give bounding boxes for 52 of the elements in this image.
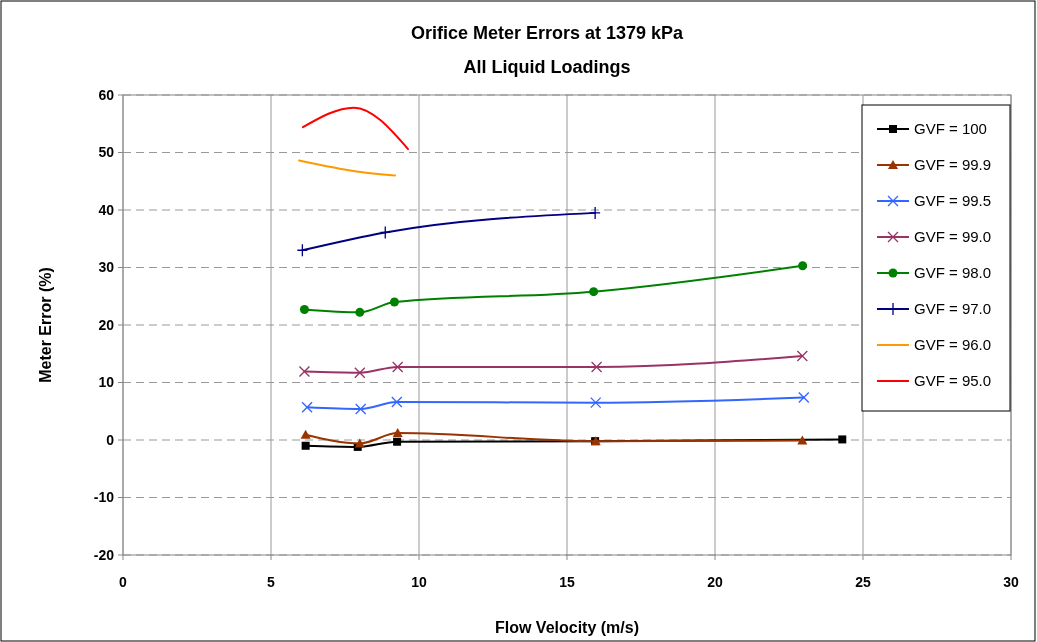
legend-label: GVF = 99.0 xyxy=(914,228,992,246)
y-tick-label: 20 xyxy=(98,316,115,333)
y-axis-title: Meter Error (%) xyxy=(37,267,54,383)
point xyxy=(379,225,391,240)
legend-label: GVF = 98.0 xyxy=(914,264,992,282)
point xyxy=(798,391,810,404)
y-tick-label: -10 xyxy=(93,489,115,506)
x-tick-label: 20 xyxy=(707,574,723,590)
y-tick-label: 60 xyxy=(98,86,115,103)
legend-label: GVF = 100 xyxy=(914,120,987,138)
y-tick-label: 50 xyxy=(98,144,115,161)
point xyxy=(590,361,603,373)
x-axis-title: Flow Velocity (m/s) xyxy=(494,619,640,636)
point xyxy=(797,435,808,445)
point xyxy=(798,261,808,271)
point xyxy=(301,401,313,413)
x-tick-label: 25 xyxy=(855,574,871,590)
point xyxy=(301,441,310,450)
x-tick-label: 15 xyxy=(559,574,575,590)
y-tick-label: 10 xyxy=(98,374,115,391)
legend-label: GVF = 96.0 xyxy=(914,336,992,354)
legend-label: GVF = 99.5 xyxy=(914,192,992,210)
y-tick-label: 30 xyxy=(98,259,115,276)
legend-label: GVF = 95.0 xyxy=(914,372,992,390)
point xyxy=(393,437,402,446)
x-tick-label: 0 xyxy=(119,574,128,590)
y-tick-label: 40 xyxy=(98,201,115,218)
point xyxy=(796,350,808,362)
point xyxy=(296,243,309,257)
point xyxy=(355,307,365,317)
x-tick-label: 30 xyxy=(1003,574,1019,590)
point xyxy=(300,429,311,439)
point xyxy=(298,365,311,378)
chart-subtitle: All Liquid Loadings xyxy=(463,57,631,77)
point xyxy=(392,428,403,438)
legend-label: GVF = 99.9 xyxy=(914,156,992,174)
point xyxy=(389,297,399,307)
legend-label: GVF = 97.0 xyxy=(914,300,992,318)
y-tick-label: -20 xyxy=(93,546,115,563)
x-tick-label: 10 xyxy=(411,574,427,590)
point xyxy=(838,435,847,444)
point xyxy=(590,396,602,409)
point xyxy=(355,403,367,415)
chart-title: Orifice Meter Errors at 1379 kPa xyxy=(410,23,685,43)
point xyxy=(392,361,404,373)
point xyxy=(589,287,599,297)
y-tick-label: 0 xyxy=(106,431,115,448)
point xyxy=(299,304,309,314)
point xyxy=(391,396,403,408)
point xyxy=(354,367,366,379)
x-tick-label: 5 xyxy=(267,574,276,590)
point xyxy=(589,206,601,220)
